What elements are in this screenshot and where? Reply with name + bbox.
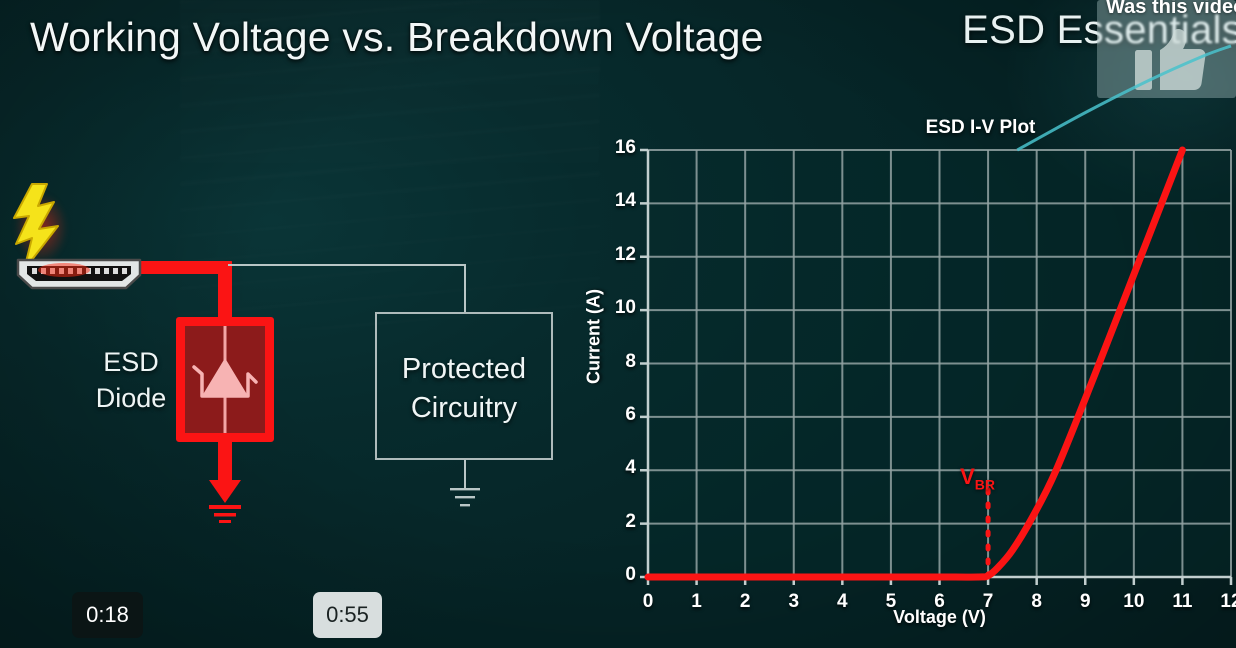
chart-x-tick-label: 5: [885, 591, 897, 612]
chart-plot-area: [640, 44, 1233, 585]
tvs-zener-diode-icon: [192, 326, 258, 433]
like-prompt-text: Was this video: [1106, 0, 1236, 18]
chart-x-tick-label: 4: [837, 591, 848, 612]
vbr-label-main: V: [960, 464, 975, 490]
timestamp-current[interactable]: 0:18: [72, 592, 143, 638]
protected-circuitry-label: Protected Circuitry: [375, 350, 553, 429]
chart-x-tick-label: 3: [788, 591, 800, 612]
chart-y-tick-label: 8: [625, 350, 636, 372]
chart-svg: [640, 44, 1233, 585]
chart-y-tick-label: 2: [625, 510, 636, 532]
chart-y-tick-label: 0: [625, 564, 636, 585]
wire-protected-horizontal: [228, 264, 466, 266]
ground-symbol-icon: [209, 480, 241, 523]
chart-x-tick-label: 6: [934, 591, 945, 612]
chart-x-tick-label: 7: [982, 591, 994, 612]
background-texture: [180, 0, 600, 330]
chart-x-tick-label: 1: [691, 591, 702, 612]
wire-signal-red-vertical: [218, 261, 232, 323]
breakdown-voltage-label: VBR: [960, 464, 995, 492]
chart-y-tick-label: 10: [614, 297, 636, 319]
chart-y-axis-title: Current (A): [583, 289, 604, 384]
timestamp-total[interactable]: 0:55: [313, 592, 382, 638]
esd-diode-label-line1: ESD: [103, 347, 159, 377]
iv-curve-series: [644, 146, 1186, 581]
chart-x-tick-label: 0: [642, 591, 654, 612]
chart-x-tick-label: 10: [1123, 591, 1145, 612]
chart-y-tick-label: 6: [625, 403, 636, 425]
esd-diode-label: ESD Diode: [88, 345, 174, 416]
chart-y-tick-label: 4: [625, 457, 636, 479]
chart-y-tick-label: 12: [614, 243, 636, 265]
wire-signal-red-horizontal: [134, 261, 232, 274]
chart-x-tick-label: 9: [1079, 591, 1091, 612]
chart-x-tick-label: 2: [739, 591, 751, 612]
chart-title: ESD I-V Plot: [925, 117, 1036, 138]
chart-y-tick-label: 16: [614, 137, 636, 158]
page-title: Working Voltage vs. Breakdown Voltage: [30, 14, 764, 60]
esd-protection-circuit-diagram: ESD Diode Protected Circuitry: [0, 150, 590, 550]
vbr-label-subscript: BR: [974, 476, 995, 493]
chart-x-tick-label: 8: [1031, 591, 1042, 612]
protected-circuitry-label-line1: Protected: [401, 353, 527, 385]
chart-gridlines: [648, 149, 1232, 577]
lightning-bolt-icon: [13, 183, 59, 271]
protected-circuitry-block: [375, 312, 553, 460]
wire-protected-ground: [464, 460, 466, 488]
chart-x-tick-label: 11: [1172, 591, 1193, 612]
esd-iv-chart: ESD I-V Plot Current (A) Voltage (V) 0 2 4…: [578, 44, 1236, 648]
esd-diode-label-line2: Diode: [95, 382, 167, 413]
chart-x-axis-title: Voltage (V): [893, 607, 986, 627]
wire-protected-vertical: [464, 264, 466, 313]
chart-y-tick-label: 14: [614, 190, 636, 212]
protected-circuitry-label-line2: Circuitry: [410, 392, 518, 425]
wire-ground-red: [218, 436, 232, 484]
chart-x-tick-label: 12: [1220, 591, 1236, 612]
chart-axes: [640, 148, 1233, 585]
background-decorative-curve: [1016, 44, 1232, 152]
hdmi-connector-icon: [16, 258, 142, 290]
ground-symbol-icon-protected: [450, 488, 480, 507]
